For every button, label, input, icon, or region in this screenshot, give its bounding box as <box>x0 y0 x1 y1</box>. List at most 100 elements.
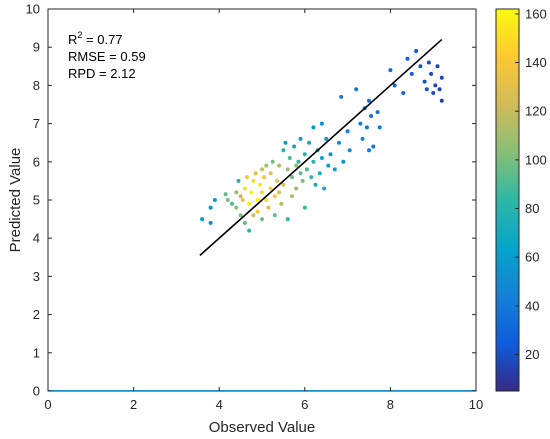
data-point <box>290 175 294 180</box>
data-point <box>332 167 337 172</box>
data-point <box>208 205 213 210</box>
y-tick-label: 2 <box>33 307 40 322</box>
data-point <box>272 213 277 218</box>
y-tick-label: 5 <box>33 193 40 208</box>
data-point <box>266 205 271 210</box>
data-point <box>253 171 258 176</box>
data-point <box>339 94 344 99</box>
data-point <box>234 205 239 210</box>
data-point <box>260 190 264 195</box>
colorbar-tick-label: 120 <box>525 104 547 119</box>
colorbar-tick-label: 40 <box>525 298 539 313</box>
colorbar-tick-label: 160 <box>525 6 547 21</box>
data-point <box>341 159 346 164</box>
data-point <box>264 163 269 168</box>
data-point <box>439 75 444 80</box>
data-point <box>251 178 256 183</box>
y-tick-label: 8 <box>33 78 40 93</box>
fit-line <box>199 38 443 256</box>
data-point <box>426 60 431 65</box>
colorbar-tick-label: 100 <box>525 152 547 167</box>
data-point <box>279 201 284 206</box>
data-point <box>260 217 264 222</box>
data-point <box>223 192 228 197</box>
rmse-text: RMSE = 0.59 <box>68 49 146 64</box>
data-point <box>260 167 264 172</box>
data-point <box>405 56 410 61</box>
x-axis-label: Observed Value <box>209 419 315 436</box>
data-point <box>322 186 327 191</box>
data-point <box>435 64 440 69</box>
data-point <box>300 178 305 183</box>
data-point <box>230 201 234 206</box>
data-point <box>369 114 374 118</box>
data-point <box>302 205 307 210</box>
data-point <box>311 159 316 164</box>
colorbar-tick-label: 80 <box>525 201 539 216</box>
data-point <box>285 217 290 222</box>
data-point <box>238 194 243 199</box>
data-point <box>277 163 282 168</box>
data-point <box>424 87 429 92</box>
data-point <box>236 178 241 183</box>
x-tick-label: 2 <box>130 397 137 412</box>
x-tick-label: 0 <box>44 397 51 412</box>
data-point <box>324 136 329 141</box>
y-tick-label: 7 <box>33 116 40 131</box>
data-point <box>287 156 292 160</box>
data-point <box>367 98 371 103</box>
data-point <box>268 171 273 176</box>
data-point <box>433 83 438 88</box>
data-point <box>375 110 380 115</box>
data-point <box>437 87 442 92</box>
y-tick-label: 1 <box>33 345 40 360</box>
data-point <box>347 148 352 153</box>
data-point <box>208 220 213 225</box>
data-points <box>200 49 444 233</box>
y-tick-label: 10 <box>26 2 40 17</box>
data-point <box>200 217 205 222</box>
data-point <box>319 121 324 126</box>
data-point <box>249 190 254 195</box>
data-point <box>257 182 262 187</box>
data-point <box>409 71 414 76</box>
data-point <box>307 140 312 145</box>
data-point <box>283 140 288 145</box>
data-point <box>277 190 282 195</box>
data-point <box>358 121 363 126</box>
x-tick-label: 8 <box>387 397 394 412</box>
data-point <box>238 213 243 218</box>
data-point <box>281 148 286 153</box>
data-point <box>360 136 365 141</box>
data-point <box>285 167 290 172</box>
data-point <box>302 152 307 157</box>
data-point <box>245 175 249 180</box>
data-point <box>275 178 279 183</box>
data-point <box>270 159 275 164</box>
data-point <box>388 68 393 73</box>
stats-annotation: R2 = 0.77 RMSE = 0.59 RPD = 2.12 <box>68 30 146 81</box>
data-point <box>292 144 297 149</box>
data-point <box>304 167 309 172</box>
data-point <box>401 91 406 95</box>
data-point <box>262 175 267 180</box>
data-point <box>296 159 301 164</box>
data-point <box>317 171 322 176</box>
data-point <box>345 129 350 134</box>
data-point <box>367 148 371 153</box>
data-point <box>422 79 427 84</box>
data-point <box>319 156 324 160</box>
data-point <box>294 163 299 168</box>
data-point <box>242 186 247 191</box>
axis-ticks: 0 2 4 6 8 10 0 1 2 3 4 5 6 7 8 9 10 <box>26 2 484 413</box>
colorbar-tick-label: 140 <box>525 55 547 70</box>
data-point <box>337 140 341 145</box>
data-point <box>311 125 316 130</box>
data-point <box>414 49 419 53</box>
data-point <box>313 182 318 187</box>
y-tick-label: 0 <box>33 384 40 399</box>
data-point <box>255 209 260 214</box>
data-point <box>294 186 299 191</box>
data-point <box>431 91 436 95</box>
